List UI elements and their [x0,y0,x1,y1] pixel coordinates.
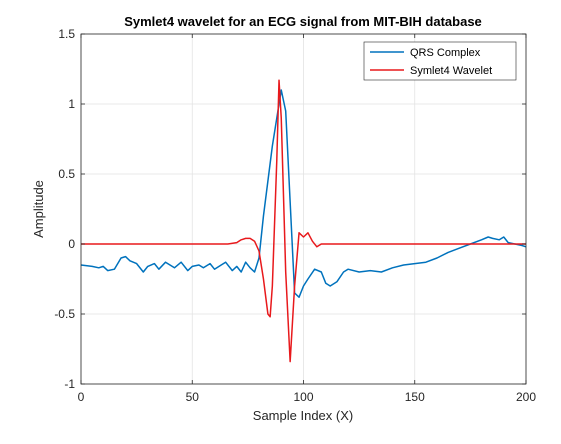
chart-title: Symlet4 wavelet for an ECG signal from M… [124,14,482,29]
y-tick-label: -1 [64,377,75,391]
x-tick-label: 100 [293,390,313,404]
y-tick-label: 0.5 [58,167,75,181]
y-tick-label: 1.5 [58,27,75,41]
y-tick-label: -0.5 [54,307,75,321]
series-layer [80,79,527,363]
y-tick-label: 1 [68,97,75,111]
x-axis-label: Sample Index (X) [253,408,353,423]
legend-label-symlet4-wavelet: Symlet4 Wavelet [410,65,492,77]
y-tick-label: 0 [68,237,75,251]
legend-box [363,41,517,81]
x-tick-label: 150 [405,390,425,404]
legend-label-qrs-complex: QRS Complex [410,47,481,59]
tick-labels: 0 50 100 150 200 -1 -0.5 0 0.5 1 1.5 [54,27,536,404]
legend: QRS Complex Symlet4 Wavelet [363,41,517,81]
x-tick-label: 50 [186,390,200,404]
ticks [80,33,527,385]
series-line-symlet4-wavelet [81,79,526,363]
series-line-qrs-complex [80,89,527,298]
x-tick-label: 0 [78,390,85,404]
y-axis-label: Amplitude [31,180,46,238]
x-tick-label: 200 [516,390,536,404]
